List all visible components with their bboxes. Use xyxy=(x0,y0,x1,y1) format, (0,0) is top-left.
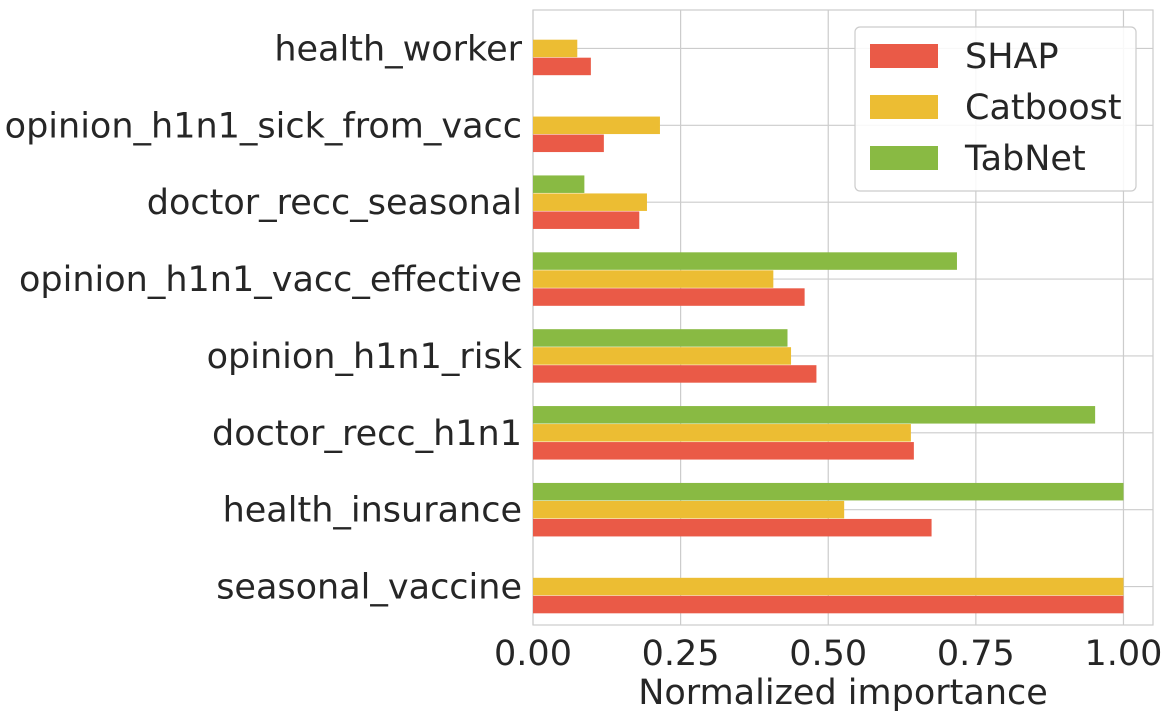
bar-catboost-seasonal-vaccine xyxy=(533,577,1124,596)
x-tick-label: 0.75 xyxy=(937,634,1015,674)
x-axis-label: Normalized importance xyxy=(638,673,1048,713)
bar-catboost-opinion-h1n1-sick-from-vacc xyxy=(533,116,660,135)
y-tick-label: health_insurance xyxy=(223,491,522,531)
y-tick-label: doctor_recc_seasonal xyxy=(147,183,522,223)
bar-tabnet-opinion-h1n1-vacc-effective xyxy=(533,252,957,270)
y-tick-labels: seasonal_vaccine health_insurance doctor_r… xyxy=(5,29,523,607)
legend-label-shap: SHAP xyxy=(965,37,1059,77)
bar-shap-doctor-recc-seasonal xyxy=(533,211,640,229)
y-tick-label: doctor_recc_h1n1 xyxy=(212,414,522,454)
x-tick-labels: 0.00 0.25 0.50 0.75 1.00 xyxy=(494,634,1162,674)
legend-label-tabnet: TabNet xyxy=(964,139,1086,179)
y-tick-label: opinion_h1n1_risk xyxy=(207,337,523,377)
bar-tabnet-doctor-recc-h1n1 xyxy=(533,406,1096,424)
y-tick-label: opinion_h1n1_vacc_effective xyxy=(19,260,522,300)
legend: SHAP Catboost TabNet xyxy=(854,26,1137,192)
bar-catboost-opinion-h1n1-risk xyxy=(533,347,792,365)
bar-catboost-health-insurance xyxy=(533,500,845,519)
x-tick-label: 0.00 xyxy=(494,634,572,674)
bar-tabnet-doctor-recc-seasonal xyxy=(533,175,585,193)
bar-tabnet-health-insurance xyxy=(533,482,1124,501)
bar-shap-health-worker xyxy=(533,57,591,76)
legend-swatch-catboost xyxy=(870,95,938,119)
bar-catboost-doctor-recc-seasonal xyxy=(533,193,647,211)
legend-label-catboost: Catboost xyxy=(965,88,1122,128)
bars xyxy=(533,39,1124,614)
y-tick-label: opinion_h1n1_sick_from_vacc xyxy=(5,106,522,146)
legend-swatch-shap xyxy=(870,44,938,68)
bar-shap-doctor-recc-h1n1 xyxy=(533,442,914,460)
x-tick-label: 0.25 xyxy=(642,634,720,674)
x-tick-label: 1.00 xyxy=(1085,634,1163,674)
bar-catboost-doctor-recc-h1n1 xyxy=(533,424,911,442)
bar-shap-opinion-h1n1-vacc-effective xyxy=(533,288,805,306)
bar-shap-health-insurance xyxy=(533,518,932,537)
bar-catboost-health-worker xyxy=(533,39,578,58)
y-tick-label: health_worker xyxy=(274,29,522,69)
bar-shap-opinion-h1n1-sick-from-vacc xyxy=(533,134,604,153)
x-tick-label: 0.50 xyxy=(789,634,867,674)
bar-shap-seasonal-vaccine xyxy=(533,595,1124,614)
bar-tabnet-opinion-h1n1-risk xyxy=(533,329,788,347)
legend-swatch-tabnet xyxy=(870,146,938,170)
bar-catboost-opinion-h1n1-vacc-effective xyxy=(533,270,774,288)
y-tick-label: seasonal_vaccine xyxy=(216,568,522,608)
bar-shap-opinion-h1n1-risk xyxy=(533,365,817,383)
plot-frame xyxy=(532,9,1154,626)
